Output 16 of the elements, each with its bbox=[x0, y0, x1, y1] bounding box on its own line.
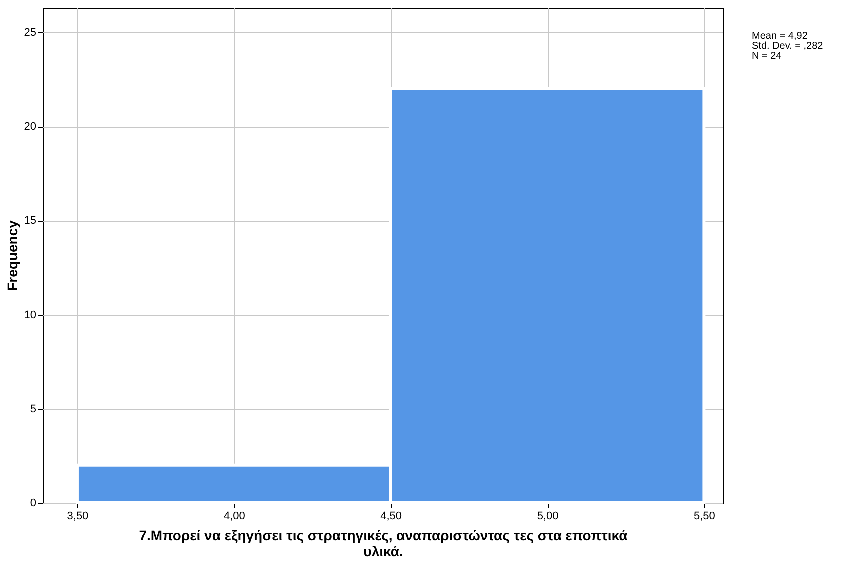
y-tick-label: 15 bbox=[24, 215, 36, 228]
x-tick-label: 5,00 bbox=[537, 510, 559, 522]
text: Std. Dev. = ,282 bbox=[752, 41, 824, 52]
x-tick-label: 4,00 bbox=[224, 510, 246, 522]
text: N = 24 bbox=[752, 51, 783, 62]
x-axis-title: 7.Μπορεί να εξηγήσει τις στρατηγικές, αναπαριστώντας τες στα εποπτικά υλικά. bbox=[139, 528, 628, 560]
y-tick-label: 5 bbox=[30, 403, 36, 416]
x-tick-label: 5,50 bbox=[694, 510, 716, 522]
y-tick-label: 0 bbox=[30, 498, 36, 510]
y-tick-label: 25 bbox=[24, 26, 36, 39]
y-axis-title: Frequency bbox=[4, 220, 20, 292]
text: Mean = 4,92 bbox=[752, 31, 809, 42]
x-tick-label: 4,50 bbox=[380, 510, 402, 522]
x-tick-label: 3,50 bbox=[67, 510, 89, 522]
y-tick-label: 20 bbox=[24, 121, 36, 134]
y-tick-label: 10 bbox=[24, 309, 36, 322]
